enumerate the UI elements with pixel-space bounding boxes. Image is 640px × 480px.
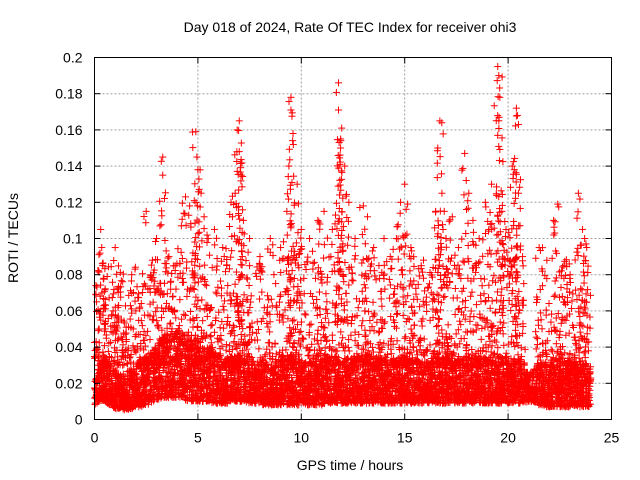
data-point xyxy=(128,404,136,412)
data-point xyxy=(113,400,121,408)
data-point xyxy=(143,372,151,380)
data-point xyxy=(117,374,125,382)
data-point xyxy=(112,378,120,386)
data-point xyxy=(112,366,120,374)
data-point xyxy=(158,376,166,384)
data-point xyxy=(107,376,115,384)
data-point xyxy=(98,383,106,391)
data-point xyxy=(149,366,157,374)
data-point xyxy=(118,382,126,390)
data-point xyxy=(127,365,135,373)
data-point xyxy=(133,379,141,387)
data-point xyxy=(143,387,151,395)
data-point xyxy=(123,380,131,388)
data-point xyxy=(154,392,162,400)
data-point xyxy=(138,399,146,407)
data-point xyxy=(108,396,116,404)
data-point xyxy=(111,387,119,395)
data-point xyxy=(143,380,151,388)
data-point xyxy=(96,366,104,374)
data-point xyxy=(139,401,147,409)
data-point xyxy=(139,367,147,375)
data-points xyxy=(91,63,595,414)
data-point xyxy=(133,385,141,393)
data-point xyxy=(133,365,141,373)
data-point xyxy=(144,364,152,372)
data-point xyxy=(107,388,115,396)
data-point xyxy=(102,379,110,387)
data-point xyxy=(150,391,158,399)
data-point xyxy=(101,365,109,373)
data-point xyxy=(97,367,105,375)
data-point xyxy=(133,399,141,407)
data-point xyxy=(140,371,148,379)
data-point xyxy=(117,383,125,391)
data-point xyxy=(91,384,99,392)
data-point xyxy=(154,386,162,394)
data-point xyxy=(144,377,152,385)
data-point xyxy=(154,348,162,356)
data-point xyxy=(128,383,136,391)
